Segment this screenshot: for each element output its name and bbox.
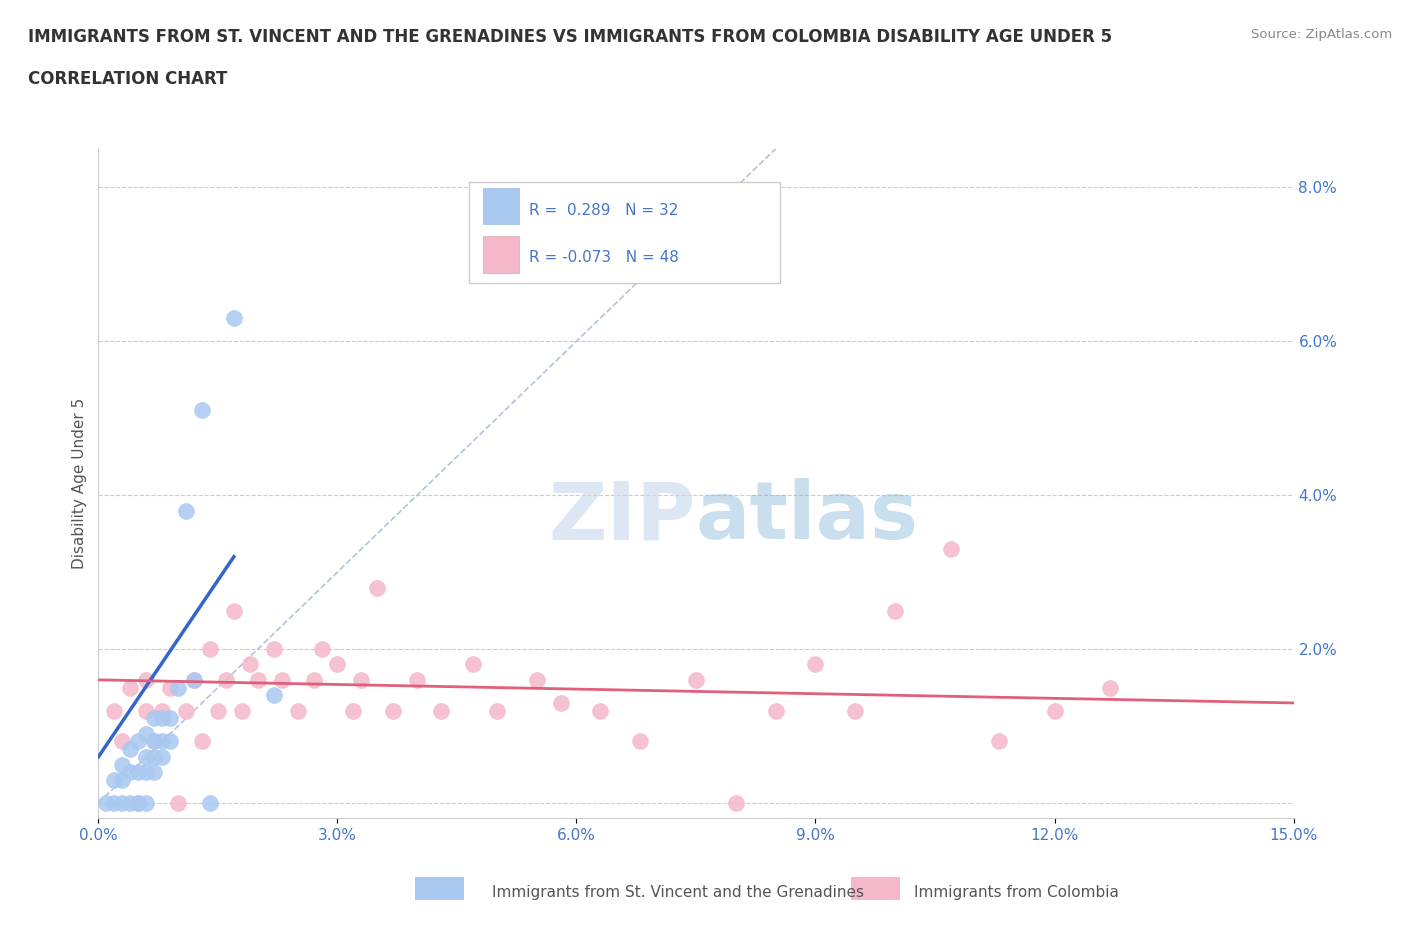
Point	[167, 680, 190, 695]
Point	[628, 734, 651, 749]
Point	[135, 750, 157, 764]
Point	[987, 734, 1010, 749]
Text: R =  0.289   N = 32: R = 0.289 N = 32	[529, 203, 678, 218]
Point	[287, 703, 309, 718]
Point	[222, 604, 245, 618]
Point	[1043, 703, 1066, 718]
Point	[207, 703, 229, 718]
Point	[127, 764, 149, 779]
Text: R = -0.073   N = 48: R = -0.073 N = 48	[529, 250, 679, 265]
Point	[804, 657, 827, 671]
Point	[120, 795, 142, 810]
Point	[111, 795, 134, 810]
Point	[174, 503, 197, 518]
Point	[198, 795, 221, 810]
Point	[143, 734, 166, 749]
Point	[120, 764, 142, 779]
Point	[198, 642, 221, 657]
Point	[150, 711, 173, 725]
Point	[167, 795, 190, 810]
Point	[884, 604, 907, 618]
Point	[159, 734, 181, 749]
Point	[183, 672, 205, 687]
Point	[550, 696, 572, 711]
Text: CORRELATION CHART: CORRELATION CHART	[28, 70, 228, 87]
Point	[485, 703, 508, 718]
Point	[111, 773, 134, 788]
Point	[1099, 680, 1122, 695]
Point	[159, 711, 181, 725]
Point	[135, 672, 157, 687]
Point	[461, 657, 484, 671]
Point	[120, 680, 142, 695]
Text: IMMIGRANTS FROM ST. VINCENT AND THE GRENADINES VS IMMIGRANTS FROM COLOMBIA DISAB: IMMIGRANTS FROM ST. VINCENT AND THE GREN…	[28, 28, 1112, 46]
Point	[174, 703, 197, 718]
Text: Immigrants from St. Vincent and the Grenadines: Immigrants from St. Vincent and the Gren…	[492, 885, 865, 900]
Point	[103, 773, 125, 788]
Point	[127, 795, 149, 810]
Point	[222, 311, 245, 325]
Point	[326, 657, 349, 671]
Point	[215, 672, 238, 687]
Point	[302, 672, 325, 687]
Point	[150, 750, 173, 764]
Point	[111, 734, 134, 749]
Point	[246, 672, 269, 687]
Point	[127, 795, 149, 810]
Text: atlas: atlas	[696, 478, 920, 556]
Point	[143, 764, 166, 779]
Point	[183, 672, 205, 687]
Bar	[484, 188, 519, 224]
Point	[382, 703, 405, 718]
Point	[231, 703, 253, 718]
Text: ZIP: ZIP	[548, 478, 696, 556]
Point	[270, 672, 292, 687]
Point	[143, 734, 166, 749]
Point	[143, 750, 166, 764]
Bar	[484, 236, 519, 272]
Point	[939, 541, 962, 556]
Point	[96, 795, 118, 810]
Point	[103, 795, 125, 810]
Point	[127, 734, 149, 749]
Point	[589, 703, 612, 718]
Point	[526, 672, 548, 687]
Point	[135, 795, 157, 810]
Point	[406, 672, 429, 687]
Point	[239, 657, 262, 671]
Y-axis label: Disability Age Under 5: Disability Age Under 5	[72, 398, 87, 569]
Point	[143, 711, 166, 725]
FancyBboxPatch shape	[470, 182, 780, 283]
Point	[191, 734, 214, 749]
Point	[430, 703, 453, 718]
Point	[111, 757, 134, 772]
Point	[159, 680, 181, 695]
Point	[350, 672, 373, 687]
Point	[366, 580, 388, 595]
Point	[191, 403, 214, 418]
Point	[263, 688, 285, 703]
Point	[120, 742, 142, 757]
Point	[685, 672, 707, 687]
Point	[135, 764, 157, 779]
Point	[150, 703, 173, 718]
Point	[724, 795, 747, 810]
Point	[135, 703, 157, 718]
Point	[103, 703, 125, 718]
Text: Immigrants from Colombia: Immigrants from Colombia	[914, 885, 1119, 900]
Point	[765, 703, 787, 718]
Point	[342, 703, 364, 718]
Text: Source: ZipAtlas.com: Source: ZipAtlas.com	[1251, 28, 1392, 41]
Point	[844, 703, 866, 718]
Point	[263, 642, 285, 657]
Point	[311, 642, 333, 657]
Point	[135, 726, 157, 741]
Point	[150, 734, 173, 749]
